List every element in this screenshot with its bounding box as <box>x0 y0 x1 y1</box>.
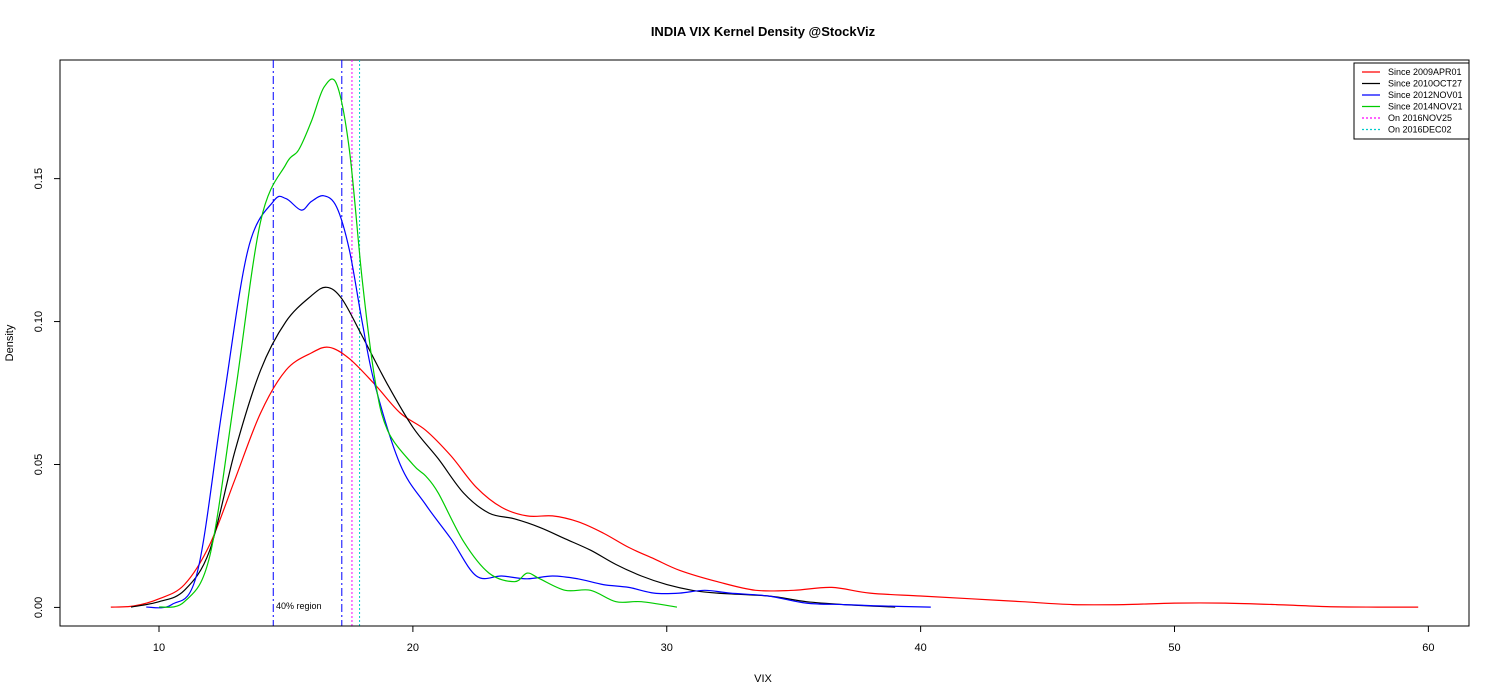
x-tick-label: 30 <box>661 642 673 654</box>
legend-label-since-2012nov01: Since 2012NOV01 <box>1388 90 1463 100</box>
legend-label-on-2016nov25: On 2016NOV25 <box>1388 113 1452 123</box>
reference-lines <box>272 60 361 626</box>
y-axis: 0.00 0.05 0.10 0.15 <box>33 168 61 618</box>
region-annotation: 40% region <box>276 601 322 611</box>
y-tick-label: 0.15 <box>33 168 45 189</box>
y-tick-label: 0.10 <box>33 311 45 332</box>
legend-label-on-2016dec02: On 2016DEC02 <box>1388 125 1452 135</box>
legend-box <box>1353 62 1470 140</box>
x-axis: 10 20 30 40 50 60 <box>153 625 1435 654</box>
series-line-since-2014nov21 <box>158 78 677 608</box>
y-axis-label: Density <box>4 324 16 361</box>
x-tick-label: 50 <box>1168 642 1180 654</box>
x-tick-label: 20 <box>407 642 419 654</box>
y-tick-label: 0.00 <box>33 597 45 618</box>
x-tick-label: 40 <box>915 642 927 654</box>
series-line-since-2012nov01 <box>146 195 931 609</box>
legend-label-since-2009apr01: Since 2009APR01 <box>1388 67 1462 77</box>
chart-title: INDIA VIX Kernel Density @StockViz <box>651 24 876 39</box>
series-line-since-2010oct27 <box>130 286 896 608</box>
legend-label-since-2014nov21: Since 2014NOV21 <box>1388 102 1463 112</box>
y-tick-label: 0.05 <box>33 454 45 475</box>
plot-frame <box>59 59 1470 627</box>
x-tick-label: 10 <box>153 642 165 654</box>
series-line-since-2009apr01 <box>110 346 1419 608</box>
x-tick-label: 60 <box>1422 642 1434 654</box>
density-series <box>110 78 1419 609</box>
legend-label-since-2010oct27: Since 2010OCT27 <box>1388 79 1462 89</box>
x-axis-label: VIX <box>754 673 772 685</box>
